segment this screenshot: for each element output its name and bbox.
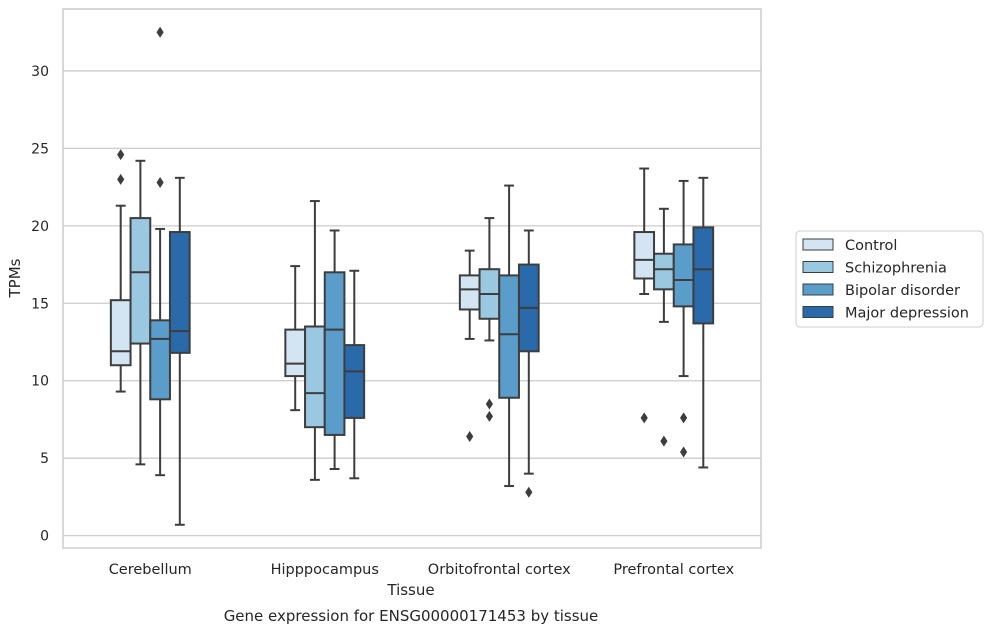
box: [692, 176, 715, 469]
box: [672, 179, 695, 458]
x-tick-label: Cerebellum: [109, 562, 192, 578]
grid: [63, 70, 761, 537]
box-body: [498, 274, 520, 399]
y-axis-label: TPMs: [6, 258, 24, 298]
outlier-point: [680, 412, 688, 424]
box-body: [304, 325, 326, 429]
legend-swatch: [802, 261, 834, 273]
box: [149, 26, 171, 477]
outlier-point: [485, 410, 493, 422]
outlier-point: [660, 435, 668, 447]
y-tick-label: 5: [40, 451, 49, 467]
box: [653, 207, 675, 447]
box: [323, 229, 346, 471]
box-body: [284, 328, 307, 378]
legend-swatch: [802, 306, 834, 318]
box: [343, 269, 366, 480]
y-tick-label: 25: [31, 141, 49, 157]
box-body: [343, 344, 366, 419]
y-tick-labels: 0 5 10 15 20 25 30: [31, 64, 49, 545]
outlier-point: [640, 412, 648, 424]
box-body: [672, 243, 695, 308]
box-body: [168, 231, 191, 354]
box: [304, 200, 326, 481]
box-body: [653, 252, 675, 291]
chart-caption: Gene expression for ENSG00000171453 by t…: [224, 607, 599, 625]
x-tick-label: Prefrontal cortex: [613, 562, 734, 578]
plot-frame: [62, 8, 762, 549]
outlier-point: [117, 173, 125, 185]
box: [498, 184, 520, 488]
box: [633, 167, 656, 424]
box: [109, 149, 132, 393]
box: [517, 229, 540, 498]
x-tick-label: Orbitofrontal cortex: [428, 562, 571, 578]
x-tick-label: Hipppocampus: [271, 562, 379, 578]
box: [284, 265, 307, 412]
legend-label: Major depression: [845, 306, 969, 322]
box-groups: [109, 26, 715, 526]
y-tick-label: 30: [31, 64, 49, 80]
outlier-point: [156, 26, 164, 38]
box-body: [109, 299, 132, 367]
legend-frame: [795, 230, 984, 328]
outlier-point: [466, 430, 474, 442]
box: [458, 249, 481, 442]
y-tick-label: 20: [31, 219, 49, 235]
box-body: [323, 271, 346, 436]
y-tick-label: 15: [31, 296, 49, 312]
box-body: [149, 319, 171, 401]
legend-swatch: [802, 238, 834, 251]
box: [168, 176, 191, 526]
legend-label: Bipolar disorder: [845, 283, 960, 299]
y-tick-label: 10: [31, 374, 49, 390]
box-body: [633, 231, 656, 280]
legend-swatch: [802, 283, 834, 296]
box-body: [692, 226, 715, 325]
box: [478, 217, 501, 422]
box: [129, 159, 152, 466]
outlier-point: [485, 398, 493, 410]
box-body: [458, 274, 481, 311]
box-body: [129, 217, 152, 345]
outlier-point: [680, 446, 688, 458]
outlier-point: [156, 176, 164, 188]
y-tick-label: 0: [40, 529, 49, 545]
outlier-point: [525, 486, 533, 498]
legend-label: Schizophrenia: [845, 261, 947, 277]
legend: Control Schizophrenia Bipolar disorder Majo…: [795, 230, 984, 328]
outlier-point: [117, 149, 125, 161]
x-tick-labels: Cerebellum Hipppocampus Orbitofrontal cort…: [109, 562, 735, 578]
x-axis-label: Tissue: [386, 581, 434, 599]
legend-label: Control: [845, 238, 897, 254]
